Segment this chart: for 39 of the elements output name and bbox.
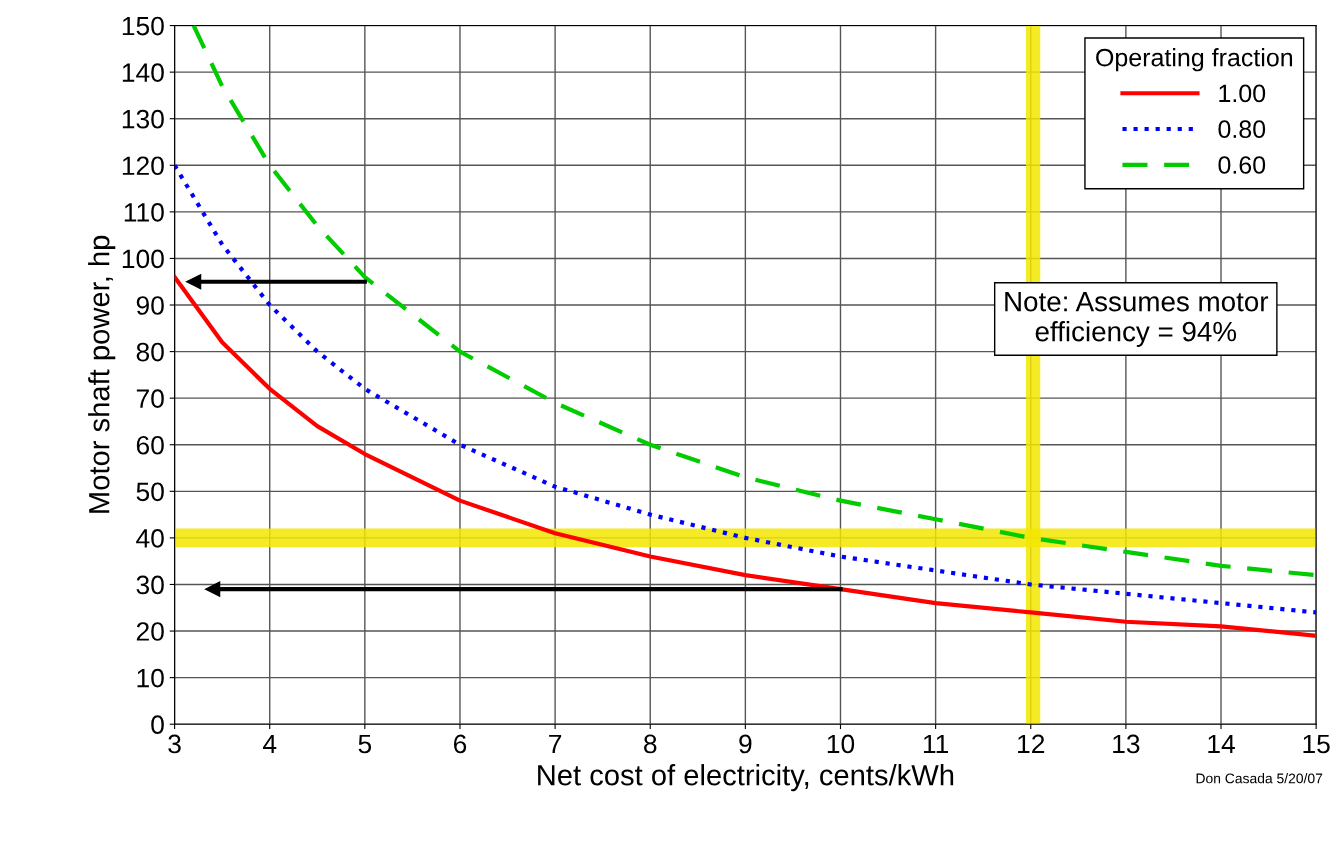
line-series <box>191 25 1317 578</box>
x-tick-label: 5 <box>358 734 372 754</box>
y-tick-label: 70 <box>136 389 164 408</box>
x-tick-label: 8 <box>644 734 657 754</box>
y-tick-label: 10 <box>137 668 164 688</box>
annotation: Note: Assumes motor efficiency = 94% <box>1005 292 1269 347</box>
x-tick-label: 14 <box>1208 734 1235 754</box>
x-tick-label: 3 <box>168 734 181 754</box>
legend-label: 1.00 <box>1219 84 1266 103</box>
y-tick-label: 60 <box>136 435 164 455</box>
x-tick-label: 13 <box>1113 734 1140 754</box>
y-axis-title: Motor shaft power, hp <box>88 235 116 513</box>
y-tick-label: 140 <box>122 63 164 82</box>
legend-title: Operating fraction <box>1096 48 1293 72</box>
y-tick-label: 40 <box>136 529 164 548</box>
y-tick-label: 0 <box>151 715 164 735</box>
y-tick-label: 90 <box>136 296 164 315</box>
x-tick-label: 4 <box>262 734 277 754</box>
text: Don Casada 5/20/07 <box>1196 773 1323 784</box>
legend-label: 0.60 <box>1218 156 1266 174</box>
x-tick-label: 9 <box>739 734 752 754</box>
y-tick-label: 30 <box>136 575 164 595</box>
x-tick-label: 6 <box>453 734 467 754</box>
legend-label: 0.80 <box>1218 120 1266 139</box>
y-tick-label: 80 <box>136 342 164 362</box>
y-tick-label: 20 <box>136 622 164 641</box>
x-tick-label: 11 <box>923 734 949 754</box>
y-tick-label: 50 <box>136 482 164 502</box>
line-series <box>174 274 1317 638</box>
y-tick-label: 120 <box>122 156 164 176</box>
x-axis-title: Net cost of electricity, cents/kWh <box>538 764 954 792</box>
y-tick-label: 110 <box>124 203 164 222</box>
x-tick-label: 7 <box>549 734 562 754</box>
y-tick-label: 100 <box>122 249 164 269</box>
y-tick-label: 150 <box>122 16 164 36</box>
x-tick-label: 15 <box>1303 734 1330 754</box>
x-tick-label: 10 <box>827 734 855 754</box>
y-tick-label: 130 <box>122 109 164 129</box>
x-tick-label: 12 <box>1018 734 1045 754</box>
